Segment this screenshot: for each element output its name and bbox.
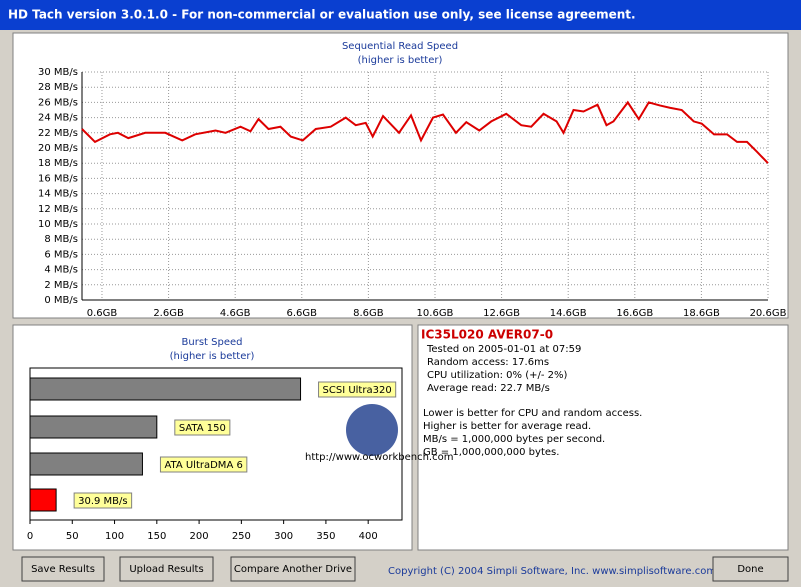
- info-panel: [417, 324, 789, 551]
- x-tick-label: 18.6GB: [683, 308, 720, 319]
- x-tick-label: 6.6GB: [287, 308, 318, 319]
- bar-label-box: [73, 492, 133, 509]
- bar-label-box: [174, 419, 231, 436]
- bar-label-box: [159, 456, 248, 473]
- button-label[interactable]: Save Results: [31, 564, 95, 575]
- x-tick-label: 10.6GB: [417, 308, 454, 319]
- y-tick-label: 20 MB/s: [38, 143, 78, 154]
- y-tick-label: 24 MB/s: [38, 113, 78, 124]
- bar: [29, 452, 143, 476]
- button[interactable]: [21, 556, 105, 582]
- x-tick-label: 50: [66, 531, 79, 542]
- bar-label: 30.9 MB/s: [78, 496, 128, 507]
- bar-label: ATA UltraDMA 6: [164, 460, 242, 471]
- bar-label-box: [318, 381, 397, 398]
- read-panel: [12, 32, 789, 319]
- y-tick-label: 26 MB/s: [38, 97, 78, 108]
- chart-title: Burst Speed: [182, 337, 243, 348]
- bar: [29, 488, 57, 512]
- info-line: Average read: 22.7 MB/s: [427, 383, 550, 394]
- drive-name: IC35L020 AVER07-0: [421, 328, 553, 342]
- button-label[interactable]: Compare Another Drive: [234, 564, 352, 575]
- info-line: Tested on 2005-01-01 at 07:59: [426, 344, 581, 355]
- button-label[interactable]: Upload Results: [129, 564, 203, 575]
- x-tick-label: 2.6GB: [153, 308, 184, 319]
- info-line: Random access: 17.6ms: [427, 357, 549, 368]
- bar: [29, 377, 302, 401]
- y-tick-label: 2 MB/s: [44, 280, 78, 291]
- x-tick-label: 0.6GB: [87, 308, 118, 319]
- info-note: Higher is better for average read.: [423, 421, 591, 432]
- y-tick-label: 8 MB/s: [44, 234, 78, 245]
- bar-label: SCSI Ultra320: [323, 385, 392, 396]
- button[interactable]: [712, 556, 789, 582]
- y-tick-label: 14 MB/s: [38, 189, 78, 200]
- bar: [29, 415, 158, 439]
- info-note: GB = 1,000,000,000 bytes.: [423, 447, 559, 458]
- button[interactable]: [119, 556, 214, 582]
- x-tick-label: 12.6GB: [483, 308, 520, 319]
- chart-subtitle: (higher is better): [170, 351, 255, 362]
- y-tick-label: 18 MB/s: [38, 158, 78, 169]
- y-tick-label: 16 MB/s: [38, 173, 78, 184]
- x-tick-label: 150: [147, 531, 166, 542]
- x-tick-label: 0: [27, 531, 33, 542]
- x-tick-label: 20.6GB: [750, 308, 787, 319]
- y-tick-label: 22 MB/s: [38, 128, 78, 139]
- x-tick-label: 300: [274, 531, 293, 542]
- bar-label: SATA 150: [179, 423, 226, 434]
- plot-frame: [29, 367, 403, 521]
- chart-subtitle: (higher is better): [358, 55, 443, 66]
- y-tick-label: 6 MB/s: [44, 249, 78, 260]
- x-tick-label: 14.6GB: [550, 308, 587, 319]
- x-tick-label: 350: [316, 531, 335, 542]
- button[interactable]: [230, 556, 356, 582]
- title-bar: [0, 0, 801, 30]
- read-line: [81, 100, 769, 164]
- window-title: HD Tach version 3.0.1.0 - For non-commer…: [8, 8, 636, 22]
- x-tick-label: 200: [190, 531, 209, 542]
- x-tick-label: 16.6GB: [616, 308, 653, 319]
- y-tick-label: 28 MB/s: [38, 82, 78, 93]
- x-tick-label: 250: [232, 531, 251, 542]
- y-tick-label: 0 MB/s: [44, 295, 78, 306]
- info-note: Lower is better for CPU and random acces…: [423, 408, 642, 419]
- x-tick-label: 100: [105, 531, 124, 542]
- info-line: CPU utilization: 0% (+/- 2%): [427, 370, 568, 381]
- x-tick-label: 400: [359, 531, 378, 542]
- y-tick-label: 4 MB/s: [44, 265, 78, 276]
- watermark-logo: [346, 404, 398, 456]
- copyright: Copyright (C) 2004 Simpli Software, Inc.…: [388, 566, 716, 577]
- chart-title: Sequential Read Speed: [342, 41, 458, 52]
- button-label[interactable]: Done: [737, 564, 763, 575]
- y-tick-label: 12 MB/s: [38, 204, 78, 215]
- x-tick-label: 8.6GB: [353, 308, 384, 319]
- y-tick-label: 30 MB/s: [38, 67, 78, 78]
- watermark: http://www.ocworkbench.com: [305, 452, 453, 463]
- y-tick-label: 10 MB/s: [38, 219, 78, 230]
- info-note: MB/s = 1,000,000 bytes per second.: [423, 434, 605, 445]
- x-tick-label: 4.6GB: [220, 308, 251, 319]
